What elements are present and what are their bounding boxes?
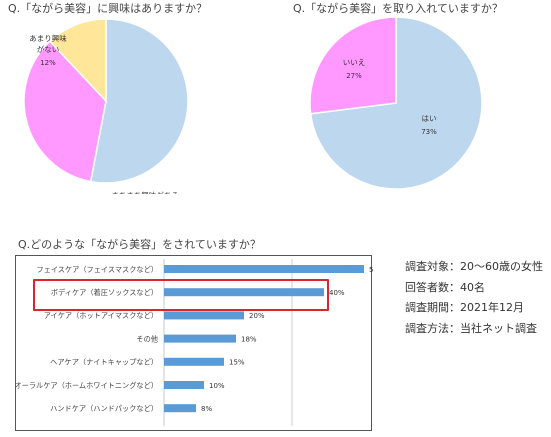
pie1-slice-label-0: まあまあ興味がある [111,190,179,194]
bar-2 [164,311,244,320]
survey-period: 調査期間：2021年12月 [405,301,524,314]
bar-value-label-0: 50% [369,266,373,274]
bar-chart-title: Q.どのような「ながら美容」をされていますか？ [18,238,261,251]
pie1-slice-label-2-0: あまり興味 [29,33,67,43]
survey-respondents: 回答者数：40名 [405,280,485,294]
pie2-slice-label-1: いいえ [343,58,366,67]
bar-value-label-5: 10% [209,382,225,390]
bar-0 [164,265,364,273]
pie2-slice-label-0: はい [422,114,437,123]
bar-chart-plot: フェイスケア（フェイスマスクなど） 50% ボディケア（着圧ソックスなど） 40% アイ… [16,259,373,426]
pie1-slice-0 [89,18,189,184]
pie-2-title: Q.「ながら美容」を取り入れていますか？ [293,2,503,15]
pie1-slice-2 [48,18,107,103]
survey-method: 調査方法：当社ネット調査 [405,321,537,335]
pie1-slice-1 [23,40,107,183]
bar-category-label-6: ハンドケア（ハンドパックなど） [50,404,158,413]
adoption-pie-chart: はい 73% いいえ 27% [309,16,483,190]
pie2-slice-value-1: 27% [346,72,362,80]
bar-4 [164,357,224,366]
pie1-slice-label-2-1: がない [37,44,60,54]
beauty-type-bar-chart: フェイスケア（フェイスマスクなど） 50% ボディケア（着圧ソックスなど） 40% アイ… [15,255,373,431]
bar-category-label-4: ヘアケア（ナイトキャップなど） [50,358,158,367]
bar-value-label-3: 18% [241,335,257,343]
bar-value-label-1: 40% [329,289,345,297]
highlight-box [33,279,329,311]
bar-category-label-3: その他 [136,334,158,343]
survey-info: 調査対象：20〜60歳の女性 回答者数：40名 調査期間：2021年12月 調査… [405,257,543,339]
bar-category-label-1: ボディケア（着圧ソックスなど） [51,288,158,297]
bar-category-label-2: アイケア（ホットアイマスクなど） [44,311,158,320]
pie-1-title: Q.「ながら美容」に興味はありますか？ [8,2,208,15]
pie2-slice-value-0: 73% [421,128,437,136]
bar-value-label-4: 15% [229,359,245,367]
bar-value-label-2: 20% [249,312,265,320]
bar-3 [164,334,236,343]
pie2-slice-1 [309,16,397,115]
bar-6 [164,404,196,413]
bar-category-label-0: フェイスケア（フェイスマスクなど） [36,265,158,274]
bar-1 [164,288,324,297]
pie1-slice-value-2: 12% [40,59,56,67]
bar-value-label-6: 8% [201,405,212,413]
bar-5 [164,381,204,389]
bar-category-label-5: オーラルケア（ホームホワイトニングなど） [16,381,158,390]
survey-target: 調査対象：20〜60歳の女性 [405,260,543,273]
